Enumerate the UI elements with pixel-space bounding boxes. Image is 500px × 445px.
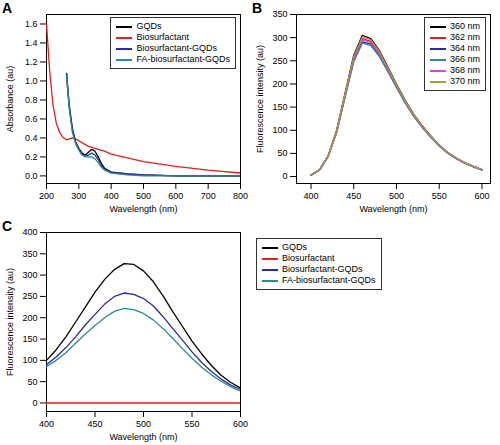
- svg-text:Fluorescence intensity (au): Fluorescence intensity (au): [255, 45, 265, 153]
- svg-text:Absorbance (au): Absorbance (au): [5, 66, 15, 133]
- svg-text:500: 500: [136, 419, 151, 429]
- svg-text:400: 400: [39, 419, 54, 429]
- svg-text:0.4: 0.4: [25, 133, 38, 143]
- html-text:Biosurfactant-GQDs: Biosurfactant-GQDs: [136, 43, 217, 53]
- html-text:366 nm: 366 nm: [450, 54, 480, 64]
- svg-text:250: 250: [272, 56, 287, 66]
- svg-text:400: 400: [104, 191, 119, 201]
- svg-text:Wavelength (nm): Wavelength (nm): [359, 204, 427, 214]
- html-text:A: A: [2, 0, 13, 16]
- svg-text:200: 200: [39, 191, 54, 201]
- html-text:362 nm: 362 nm: [450, 32, 480, 42]
- svg-text:600: 600: [233, 419, 248, 429]
- svg-text:150: 150: [22, 334, 37, 344]
- html-text:FA-biosurfactant-GQDs: FA-biosurfactant-GQDs: [136, 54, 230, 64]
- html-text:Biosurfactant: Biosurfactant: [282, 253, 335, 263]
- svg-text:0: 0: [282, 171, 287, 181]
- svg-text:400: 400: [304, 191, 319, 201]
- svg-text:550: 550: [432, 191, 447, 201]
- svg-text:300: 300: [22, 270, 37, 280]
- svg-text:300: 300: [272, 33, 287, 43]
- svg-text:Fluorescence intensity (au): Fluorescence intensity (au): [5, 268, 15, 376]
- svg-text:350: 350: [272, 9, 287, 19]
- svg-text:50: 50: [27, 377, 37, 387]
- svg-text:600: 600: [168, 191, 183, 201]
- html-text:GQDs: GQDs: [136, 21, 162, 31]
- html-text:C: C: [2, 218, 13, 234]
- html-text:FA-biosurfactant-GQDs: FA-biosurfactant-GQDs: [282, 275, 376, 285]
- html-text:364 nm: 364 nm: [450, 43, 480, 53]
- svg-text:300: 300: [71, 191, 86, 201]
- svg-text:350: 350: [22, 249, 37, 259]
- html-text:Biosurfactant: Biosurfactant: [136, 32, 189, 42]
- html-text:Biosurfactant-GQDs: Biosurfactant-GQDs: [282, 264, 363, 274]
- svg-text:700: 700: [201, 191, 216, 201]
- html-text:GQDs: GQDs: [282, 242, 307, 252]
- svg-text:600: 600: [474, 191, 489, 201]
- svg-text:250: 250: [22, 291, 37, 301]
- svg-text:800: 800: [233, 191, 248, 201]
- svg-text:550: 550: [184, 419, 199, 429]
- svg-text:100: 100: [22, 355, 37, 365]
- svg-text:1.6: 1.6: [25, 19, 38, 29]
- svg-text:500: 500: [389, 191, 404, 201]
- svg-text:0.2: 0.2: [25, 152, 38, 162]
- svg-text:0.8: 0.8: [25, 95, 38, 105]
- svg-text:1.4: 1.4: [25, 38, 38, 48]
- svg-text:450: 450: [87, 419, 102, 429]
- html-text:360 nm: 360 nm: [450, 21, 480, 31]
- svg-text:150: 150: [272, 102, 287, 112]
- svg-text:200: 200: [272, 79, 287, 89]
- svg-text:Wavelength (nm): Wavelength (nm): [109, 204, 177, 214]
- svg-text:Wavelength (nm): Wavelength (nm): [109, 432, 177, 442]
- svg-text:450: 450: [346, 191, 361, 201]
- svg-text:100: 100: [272, 125, 287, 135]
- svg-text:1.0: 1.0: [25, 76, 38, 86]
- svg-text:500: 500: [136, 191, 151, 201]
- html-text:B: B: [252, 0, 263, 16]
- svg-text:0.0: 0.0: [25, 171, 38, 181]
- html-text:370 nm: 370 nm: [450, 76, 480, 86]
- html-text:368 nm: 368 nm: [450, 65, 480, 75]
- svg-text:50: 50: [277, 148, 287, 158]
- svg-text:0.6: 0.6: [25, 114, 38, 124]
- svg-text:400: 400: [22, 227, 37, 237]
- svg-text:1.2: 1.2: [25, 57, 38, 67]
- svg-text:0: 0: [32, 398, 37, 408]
- svg-text:200: 200: [22, 313, 37, 323]
